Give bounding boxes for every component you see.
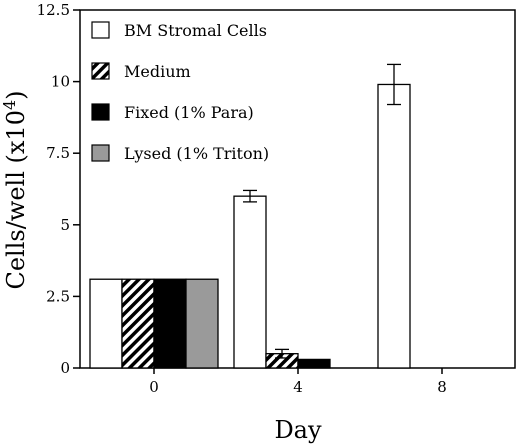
legend-label: Lysed (1% Triton) xyxy=(124,144,269,163)
bar xyxy=(121,278,155,369)
x-tick-label: 0 xyxy=(149,378,159,396)
y-tick-label: 10 xyxy=(51,73,70,91)
x-tick-label: 4 xyxy=(293,378,303,396)
bar xyxy=(297,358,331,369)
legend-swatch xyxy=(91,21,110,39)
y-axis-title-main: Cells/well (x10 xyxy=(2,110,30,289)
bar xyxy=(233,195,267,369)
y-tick-label: 0 xyxy=(60,359,70,377)
y-tick-label: 12.5 xyxy=(37,1,70,19)
bars-group xyxy=(89,63,411,369)
legend-swatch xyxy=(91,62,110,80)
x-axis-ticks: 0 4 8 xyxy=(149,368,447,396)
legend-label: Fixed (1% Para) xyxy=(124,103,254,122)
x-axis-title: Day xyxy=(274,416,322,444)
bar xyxy=(153,278,187,369)
y-tick-label: 7.5 xyxy=(46,144,70,162)
bar xyxy=(89,278,123,369)
y-axis-title: Cells/well (x104) xyxy=(0,90,30,289)
y-axis-title-close: ) xyxy=(2,90,30,99)
legend-swatch xyxy=(91,103,110,121)
bar xyxy=(377,83,411,369)
bar xyxy=(185,278,219,369)
x-tick-label: 8 xyxy=(437,378,447,396)
legend: BM Stromal Cells Medium Fixed (1% Para) Lys… xyxy=(91,21,269,163)
legend-swatch xyxy=(91,144,110,162)
legend-label: BM Stromal Cells xyxy=(124,21,267,40)
legend-label: Medium xyxy=(124,62,191,81)
y-axis-title-superscript: 4 xyxy=(0,100,19,110)
y-axis-ticks: 0 2.5 5 7.5 10 12.5 xyxy=(37,1,80,377)
y-tick-label: 5 xyxy=(60,216,70,234)
y-tick-label: 2.5 xyxy=(46,287,70,305)
